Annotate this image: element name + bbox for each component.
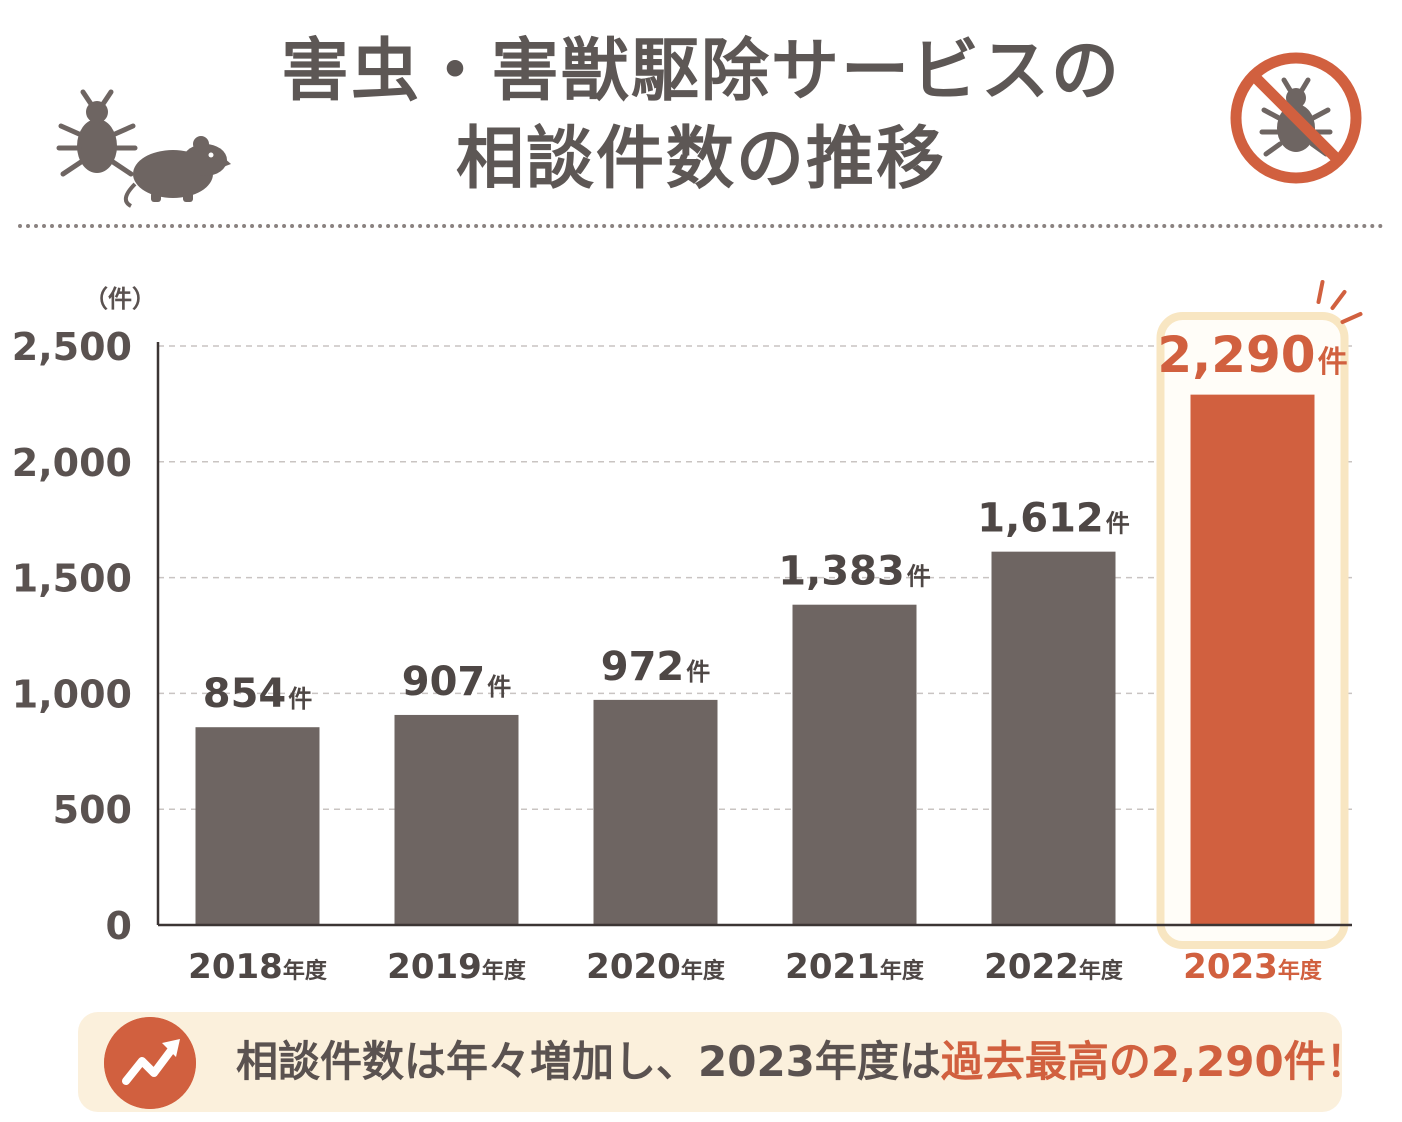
pest-illustration — [56, 89, 231, 208]
no-bug-icon — [1230, 52, 1362, 184]
title-divider — [18, 224, 1384, 228]
x-tick-label: 2021年度 — [785, 947, 925, 987]
emphasis-line — [1316, 280, 1325, 304]
bug-icon — [56, 89, 138, 177]
chart-title: 害虫・害獣駆除サービスの 相談件数の推移 — [0, 28, 1402, 204]
x-tick-label: 2023年度 — [1183, 947, 1323, 987]
y-tick-label: 500 — [53, 788, 132, 832]
value-labels: 854件 907件 972件 1,383件 1,612件 2,290件 — [203, 326, 1348, 717]
bar — [991, 551, 1116, 925]
y-axis-labels: 0 500 1,000 1,500 2,000 2,500 — [12, 325, 132, 948]
summary-text-normal: 相談件数は年々増加し、2023年度は — [236, 1037, 941, 1086]
y-axis-unit: （件） — [84, 285, 156, 313]
value-label: 1,383件 — [778, 549, 931, 595]
bar — [593, 699, 718, 925]
value-label: 1,612件 — [977, 496, 1130, 542]
bars — [195, 280, 1363, 949]
emphasis-line — [1340, 312, 1363, 324]
summary-text: 相談件数は年々増加し、2023年度は過去最高の2,290件！ — [236, 1030, 1368, 1094]
bar — [1190, 394, 1315, 925]
bar — [195, 727, 320, 925]
x-tick-label: 2018年度 — [188, 947, 328, 987]
rat-icon — [123, 136, 231, 208]
axes — [156, 342, 1352, 927]
y-tick-label: 2,000 — [12, 441, 132, 485]
x-tick-label: 2019年度 — [387, 947, 527, 987]
chart-title-line2: 相談件数の推移 — [455, 120, 946, 199]
y-tick-label: 0 — [106, 904, 132, 948]
x-axis-labels: 2018年度 2019年度 2020年度 2021年度 2022年度 2023年度 — [188, 947, 1323, 987]
emphasis-line — [1330, 290, 1347, 310]
chart-title-line1: 害虫・害獣駆除サービスの — [280, 32, 1121, 111]
value-label: 854件 — [203, 671, 313, 717]
value-label: 972件 — [601, 644, 711, 690]
bar — [394, 714, 519, 925]
trend-up-icon — [104, 1017, 196, 1109]
x-tick-label: 2020年度 — [586, 947, 726, 987]
value-label: 907件 — [402, 659, 512, 705]
y-tick-label: 2,500 — [12, 325, 132, 369]
summary-box — [78, 1012, 1342, 1112]
value-label: 2,290件 — [1157, 326, 1347, 384]
grid-lines — [158, 345, 1352, 810]
bar — [792, 604, 917, 925]
x-tick-label: 2022年度 — [984, 947, 1124, 987]
summary-text-accent: 過去最高の2,290件！ — [940, 1037, 1368, 1086]
y-tick-label: 1,000 — [12, 672, 132, 716]
y-tick-label: 1,500 — [12, 557, 132, 601]
